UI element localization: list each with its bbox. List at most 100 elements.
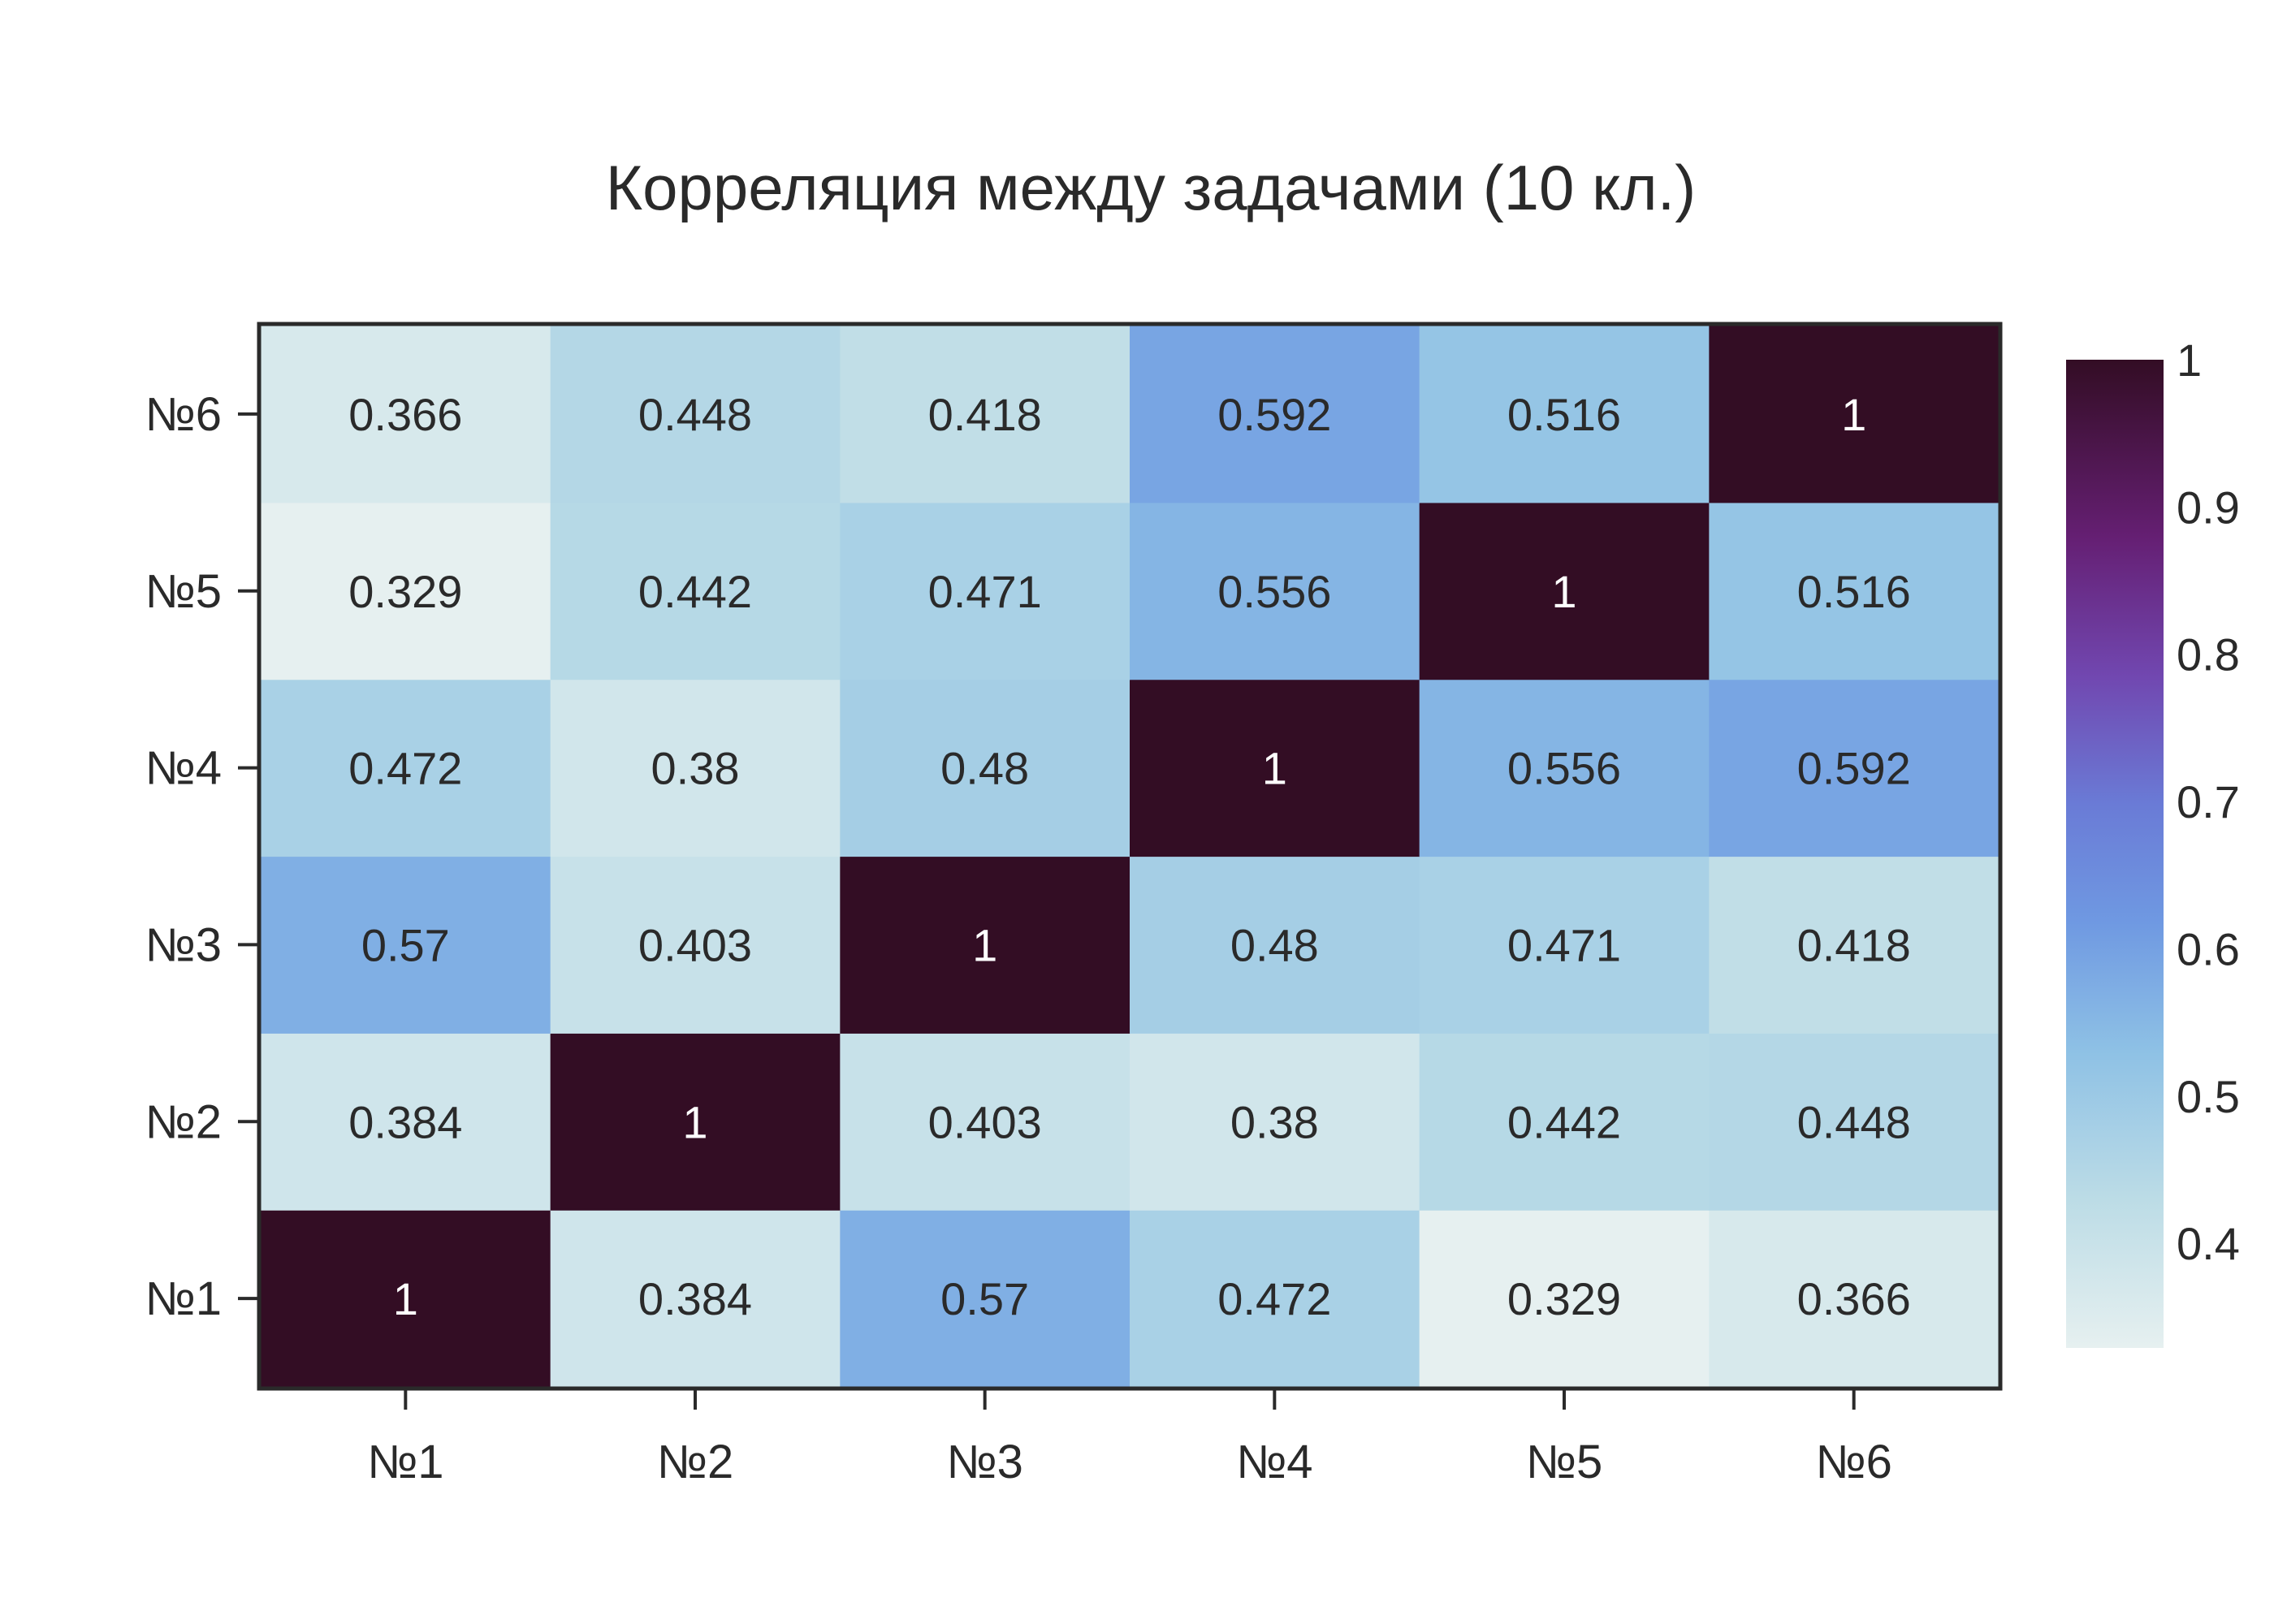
cell-value-label: 1 — [1841, 389, 1866, 440]
x-tick-label: №2 — [657, 1436, 733, 1488]
cell-value-label: 0.329 — [1507, 1273, 1621, 1324]
x-tick-label: №6 — [1815, 1436, 1891, 1488]
heatmap-cell — [550, 1210, 841, 1388]
cell-value-label: 0.48 — [940, 743, 1029, 794]
heatmap-cell — [1709, 502, 1999, 680]
colorbar: 0.4 0.5 0.6 0.7 0.8 0.9 1 — [2066, 335, 2240, 1348]
heatmap-cell — [261, 679, 551, 857]
heatmap-cell — [550, 502, 841, 680]
plot-frame — [257, 322, 2003, 1391]
y-tick-label: №1 — [145, 1272, 222, 1325]
heatmap-cell — [1709, 679, 1999, 857]
cell-value-label: 0.403 — [638, 919, 752, 970]
cell-value-label: 0.329 — [348, 566, 462, 617]
cell-value-label: 0.472 — [1217, 1273, 1331, 1324]
x-axis: №1 №2 №3 №4 №5 №6 — [367, 1389, 1892, 1488]
colorbar-tick-label: 0.7 — [2177, 776, 2240, 827]
cell-value-label: 0.48 — [1230, 919, 1319, 970]
x-tick-label: №3 — [946, 1436, 1022, 1488]
heatmap-cell — [1419, 856, 1710, 1034]
heatmap-cell — [840, 1033, 1131, 1211]
chart-title: Корреляция между задачами (10 кл.) — [606, 152, 1697, 223]
x-tick-label: №4 — [1236, 1436, 1312, 1488]
heatmap-cell — [1709, 856, 1999, 1034]
cell-value-label: 0.384 — [638, 1273, 752, 1324]
cell-value-label: 0.448 — [638, 389, 752, 440]
heatmap-cell — [840, 326, 1131, 503]
heatmap-cell-labels: 1 0.384 0.57 0.472 0.329 0.366 0.384 1 0.403 0.38… — [348, 389, 1910, 1324]
heatmap-cell — [261, 1210, 551, 1388]
heatmap-cell — [261, 856, 551, 1034]
colorbar-tick-label: 0.6 — [2177, 923, 2240, 974]
colorbar-tick-label: 0.4 — [2177, 1218, 2240, 1269]
x-tick-label: №5 — [1526, 1436, 1602, 1488]
heatmap-cells — [261, 326, 1999, 1388]
cell-value-label: 0.403 — [928, 1096, 1042, 1147]
cell-value-label: 1 — [682, 1096, 707, 1147]
y-tick-label: №6 — [145, 388, 222, 441]
heatmap-cell — [1130, 1033, 1420, 1211]
y-tick-label: №4 — [145, 742, 222, 795]
cell-value-label: 0.592 — [1217, 389, 1331, 440]
colorbar-gradient — [2066, 360, 2164, 1348]
heatmap-cell — [1419, 679, 1710, 857]
cell-value-label: 0.366 — [1797, 1273, 1911, 1324]
heatmap-cell — [1419, 1210, 1710, 1388]
colorbar-tick-label: 1 — [2177, 335, 2202, 386]
cell-value-label: 0.448 — [1797, 1096, 1911, 1147]
cell-value-label: 0.418 — [1797, 919, 1911, 970]
cell-value-label: 0.471 — [1507, 919, 1621, 970]
heatmap-cell — [261, 502, 551, 680]
heatmap-cell — [550, 1033, 841, 1211]
cell-value-label: 0.556 — [1217, 566, 1331, 617]
heatmap-cell — [840, 1210, 1131, 1388]
heatmap-cell — [261, 326, 551, 503]
y-axis: №1 №2 №3 №4 №5 №6 — [145, 388, 259, 1325]
heatmap-cell — [550, 679, 841, 857]
cell-value-label: 0.442 — [1507, 1096, 1621, 1147]
heatmap-cell — [1709, 1210, 1999, 1388]
heatmap-cell — [261, 1033, 551, 1211]
heatmap-cell — [1130, 326, 1420, 503]
cell-value-label: 0.442 — [638, 566, 752, 617]
heatmap-cell — [1130, 1210, 1420, 1388]
heatmap-cell — [550, 856, 841, 1034]
y-tick-label: №5 — [145, 565, 222, 618]
cell-value-label: 0.57 — [361, 919, 450, 970]
cell-value-label: 0.472 — [348, 743, 462, 794]
heatmap-cell — [1419, 502, 1710, 680]
x-tick-label: №1 — [367, 1436, 443, 1488]
cell-value-label: 0.57 — [940, 1273, 1029, 1324]
cell-value-label: 0.384 — [348, 1096, 462, 1147]
cell-value-label: 1 — [1551, 566, 1576, 617]
heatmap-cell — [1130, 502, 1420, 680]
colorbar-tick-label: 0.5 — [2177, 1071, 2240, 1122]
heatmap-cell — [840, 856, 1131, 1034]
y-tick-label: №2 — [145, 1095, 222, 1148]
cell-value-label: 1 — [393, 1273, 418, 1324]
cell-value-label: 0.471 — [928, 566, 1042, 617]
y-tick-label: №3 — [145, 918, 222, 971]
heatmap-cell — [1709, 1033, 1999, 1211]
colorbar-tick-label: 0.9 — [2177, 482, 2240, 533]
cell-value-label: 0.38 — [651, 743, 740, 794]
heatmap-cell — [1419, 326, 1710, 503]
heatmap-cell — [550, 326, 841, 503]
heatmap-cell — [1709, 326, 1999, 503]
heatmap-cell — [1419, 1033, 1710, 1211]
cell-value-label: 1 — [1262, 743, 1287, 794]
cell-value-label: 0.556 — [1507, 743, 1621, 794]
heatmap-cell — [1130, 856, 1420, 1034]
cell-value-label: 0.418 — [928, 389, 1042, 440]
cell-value-label: 1 — [972, 919, 997, 970]
cell-value-label: 0.592 — [1797, 743, 1911, 794]
heatmap-cell — [840, 679, 1131, 857]
cell-value-label: 0.366 — [348, 389, 462, 440]
heatmap-cell — [840, 502, 1131, 680]
cell-value-label: 0.516 — [1507, 389, 1621, 440]
cell-value-label: 0.38 — [1230, 1096, 1319, 1147]
colorbar-tick-label: 0.8 — [2177, 629, 2240, 680]
heatmap-cell — [1130, 679, 1420, 857]
cell-value-label: 0.516 — [1797, 566, 1911, 617]
